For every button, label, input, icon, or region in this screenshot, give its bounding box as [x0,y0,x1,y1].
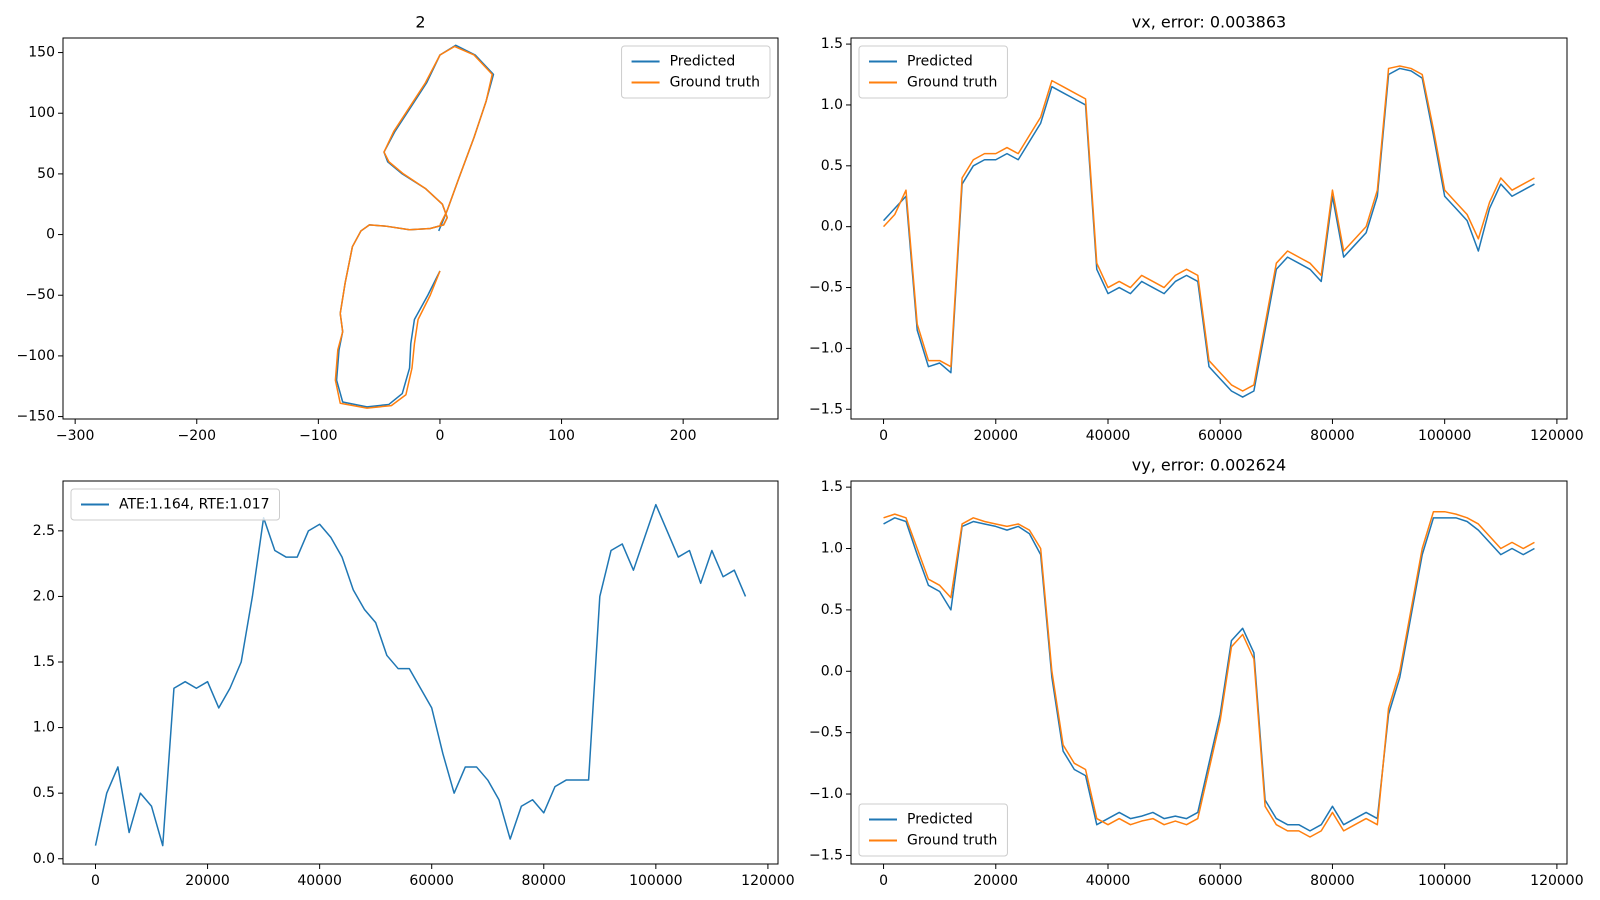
y-tick-label: 0.5 [33,785,55,801]
y-tick-label: −1.0 [809,340,843,356]
y-tick-label: 1.0 [821,97,843,113]
x-tick-label: 80000 [1310,873,1355,889]
legend-label: Predicted [907,54,973,70]
y-tick-label: 0.0 [821,219,843,235]
y-tick-label: 0.0 [821,663,843,679]
legend: ATE:1.164, RTE:1.017 [70,488,280,521]
legend-label: Ground truth [907,833,997,849]
legend-label: Predicted [670,54,736,70]
legend: Predicted Ground truth [621,45,771,99]
x-tick-label: 0 [435,428,444,444]
axes-frame [62,37,779,420]
y-tick-label: 0.5 [821,602,843,618]
axes-frame [62,480,779,865]
y-tick-label: −1.0 [809,786,843,802]
x-tick-label: 60000 [409,873,454,889]
y-tick-label: 1.5 [821,36,843,52]
x-tick-label: 40000 [297,873,342,889]
legend-label: Ground truth [907,75,997,91]
data-line [883,517,1535,832]
y-tick-label: 1.5 [821,479,843,495]
y-tick-label: 0.0 [33,851,55,867]
x-tick-label: 60000 [1198,428,1243,444]
y-tick-label: 50 [37,166,55,182]
y-tick-label: −100 [17,348,55,364]
data-line [334,45,493,409]
axes-frame [850,37,1568,420]
y-tick-label: 1.0 [33,720,55,736]
subplot: vy, error: 0.002624 0 20000 40000 60000 80000… [809,456,1584,890]
x-tick-label: 100000 [1418,873,1471,889]
x-tick-label: 0 [879,428,888,444]
x-tick-label: 20000 [185,873,230,889]
data-line [94,503,747,847]
x-tick-label: −100 [299,428,337,444]
legend: Predicted Ground truth [858,803,1008,857]
x-tick-label: 100000 [1418,428,1471,444]
legend-label: Predicted [907,812,973,828]
x-tick-label: 100000 [629,873,682,889]
x-tick-label: 20000 [973,428,1018,444]
legend: Predicted Ground truth [858,45,1008,99]
data-line [882,65,1535,392]
x-tick-label: 60000 [1198,873,1243,889]
subplot-title: vy, error: 0.002624 [1132,456,1286,475]
x-tick-label: 100 [548,428,575,444]
x-tick-label: 40000 [1086,428,1131,444]
x-tick-label: 120000 [1530,873,1583,889]
y-tick-label: 150 [28,45,55,61]
legend-label: ATE:1.164, RTE:1.017 [119,497,270,513]
data-line [883,510,1535,838]
subplot: 2 −300 −200 −100 0 100 200 −150 −100 −50 0 50 100 150… [17,13,779,444]
y-tick-label: −0.5 [809,280,843,296]
x-tick-label: −200 [178,428,216,444]
subplot-title: 2 [415,13,425,32]
y-tick-label: 0 [46,227,55,243]
y-tick-label: −1.5 [809,847,843,863]
x-tick-label: 0 [91,873,100,889]
x-tick-label: 200 [670,428,697,444]
axes-frame [850,480,1568,865]
y-tick-label: 1.5 [33,654,55,670]
y-tick-label: 100 [28,105,55,121]
subplot: 0 20000 40000 60000 80000 100000 120000 0.0 0.5 1… [33,480,795,889]
x-tick-label: 80000 [1310,428,1355,444]
x-tick-label: 80000 [522,873,567,889]
x-tick-label: 40000 [1086,873,1131,889]
subplot-title: vx, error: 0.003863 [1132,13,1286,32]
x-tick-label: 20000 [973,873,1018,889]
y-tick-label: 2.5 [33,523,55,539]
subplot: vx, error: 0.003863 0 20000 40000 60000 80000… [809,13,1584,445]
x-tick-label: 120000 [1530,428,1583,444]
y-tick-label: −50 [25,287,55,303]
y-tick-label: 2.0 [33,588,55,604]
legend-frame [858,45,1008,99]
y-tick-label: −0.5 [809,725,843,741]
y-tick-label: 1.0 [821,541,843,557]
x-tick-label: 120000 [741,873,794,889]
y-tick-label: 0.5 [821,158,843,174]
y-tick-label: −1.5 [809,401,843,417]
legend-frame [621,45,771,99]
legend-frame [858,803,1008,857]
x-tick-label: −300 [56,428,94,444]
data-line [882,67,1535,398]
legend-frame [70,488,280,521]
y-tick-label: −150 [17,409,55,425]
legend-label: Ground truth [670,75,760,91]
x-tick-label: 0 [879,873,888,889]
